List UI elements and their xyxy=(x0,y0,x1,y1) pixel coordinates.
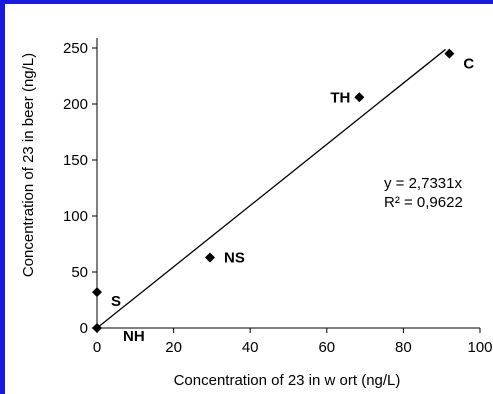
x-tick-label: 80 xyxy=(395,339,412,356)
trendline-group xyxy=(96,48,446,329)
x-tick-label: 40 xyxy=(242,339,259,356)
y-tick-label: 0 xyxy=(80,320,88,337)
point-label-nh: NH xyxy=(123,328,145,345)
y-tick-label: 200 xyxy=(63,96,88,113)
x-tick-label: 20 xyxy=(165,339,182,356)
y-tick-label: 250 xyxy=(63,40,88,57)
x-tick-label: 100 xyxy=(467,339,492,356)
axes: 0 50 100 150 200 250 0 20 40 60 80 100 xyxy=(63,38,493,356)
data-points: NH S NS TH C xyxy=(92,48,474,345)
x-tick-label: 60 xyxy=(318,339,335,356)
point-label-c: C xyxy=(463,56,474,73)
data-point-th xyxy=(354,92,365,103)
y-tick-label: 50 xyxy=(71,264,88,281)
data-point-nh xyxy=(92,323,102,333)
y-tick-label: 150 xyxy=(63,152,88,169)
point-label-th: TH xyxy=(330,89,350,106)
x-tick-label: 0 xyxy=(93,339,101,356)
y-tick-label: 100 xyxy=(63,208,88,225)
y-axis-title: Concentration of 23 in beer (ng/L) xyxy=(20,53,37,277)
trendline xyxy=(96,48,446,329)
point-label-s: S xyxy=(111,293,121,310)
frame-border-left xyxy=(0,0,5,394)
data-point-s xyxy=(92,287,102,298)
point-label-ns: NS xyxy=(224,249,245,266)
trendline-r-squared: R² = 0,9622 xyxy=(384,194,463,211)
data-point-c xyxy=(444,48,455,59)
frame-border-top xyxy=(0,0,493,4)
data-point-ns xyxy=(204,252,215,263)
x-axis-title: Concentration of 23 in w ort (ng/L) xyxy=(174,372,401,389)
trendline-equation: y = 2,7331x xyxy=(384,175,462,192)
